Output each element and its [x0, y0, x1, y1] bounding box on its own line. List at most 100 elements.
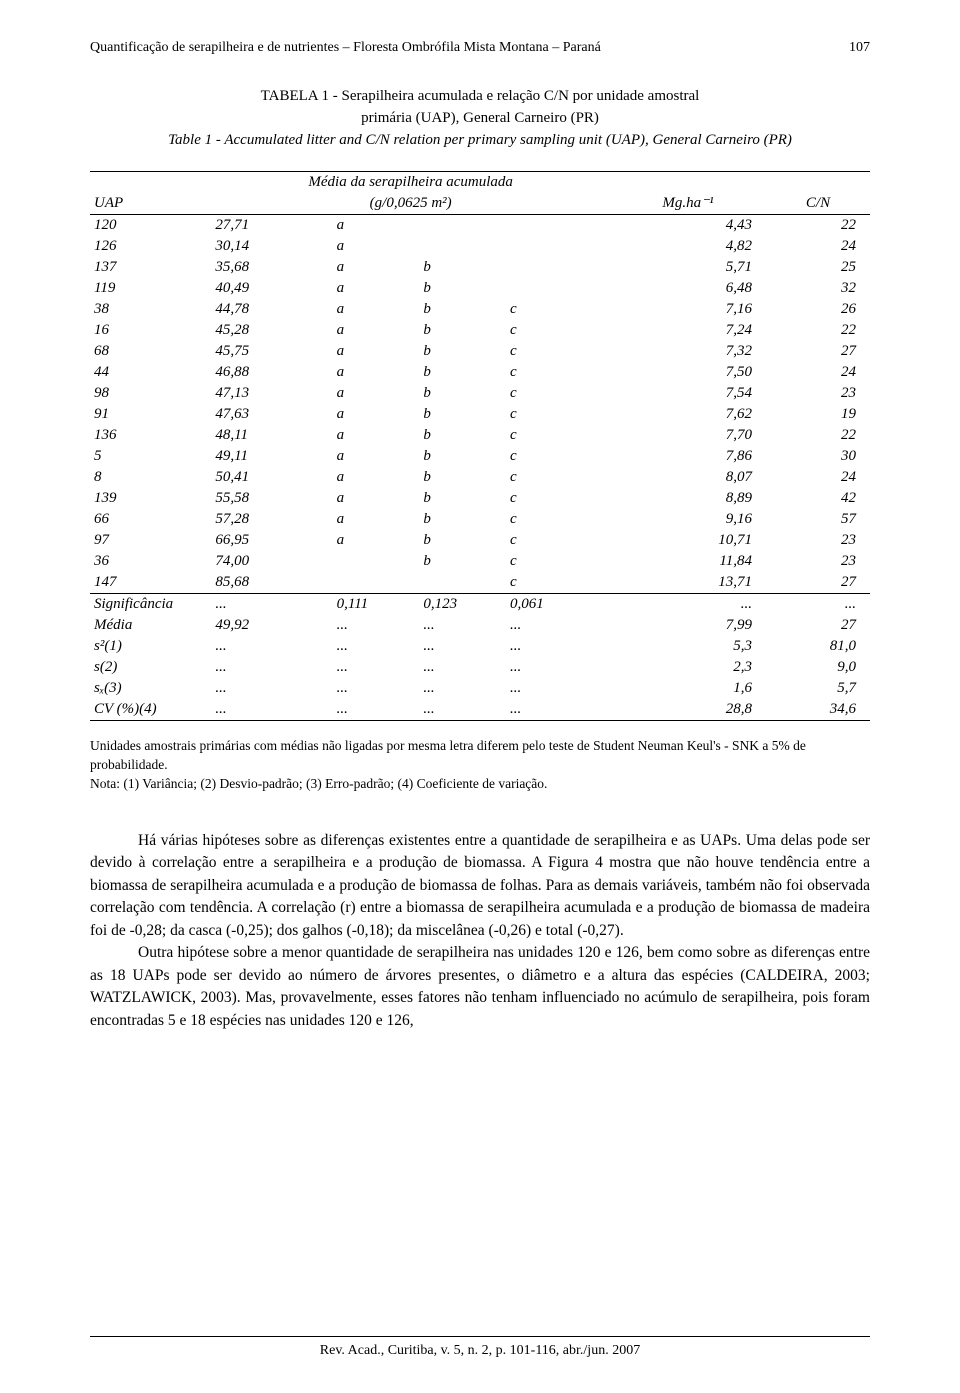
table-row: 13648,11abc7,7022 [90, 425, 870, 446]
cell-media: 45,28 [211, 320, 332, 341]
cell-mg: 10,71 [610, 530, 766, 551]
cell-media: 74,00 [211, 551, 332, 572]
cell-uap: 66 [90, 509, 211, 530]
cell-stat-g1: ... [333, 615, 420, 636]
table-row: 6657,28abc9,1657 [90, 509, 870, 530]
cell-g1: a [333, 530, 420, 551]
table-row: 9847,13abc7,5423 [90, 383, 870, 404]
table-row: 9766,95abc10,7123 [90, 530, 870, 551]
cell-stat-cn: ... [766, 594, 870, 616]
cell-stat-media: ... [211, 636, 332, 657]
cell-uap: 91 [90, 404, 211, 425]
cell-mg: 7,86 [610, 446, 766, 467]
caption-line-3: Table 1 - Accumulated litter and C/N rel… [90, 130, 870, 152]
cell-g2: b [419, 383, 506, 404]
cell-stat-g1: ... [333, 678, 420, 699]
table-row: 850,41abc8,0724 [90, 467, 870, 488]
cell-g2: b [419, 257, 506, 278]
note-line-2: Nota: (1) Variância; (2) Desvio-padrão; … [90, 775, 870, 794]
body-text: Há várias hipóteses sobre as diferenças … [90, 830, 870, 1032]
cell-g1: a [333, 383, 420, 404]
table-body: 12027,71a4,432212630,14a4,822413735,68ab… [90, 215, 870, 721]
cell-g1: a [333, 446, 420, 467]
cell-stat-label: CV (%)(4) [90, 699, 211, 721]
data-table: UAP Média da serapilheira acumulada Mg.h… [90, 171, 870, 721]
cell-stat-g3: 0,061 [506, 594, 610, 616]
cell-g1: a [333, 467, 420, 488]
cell-mg: 7,50 [610, 362, 766, 383]
cell-g3: c [506, 488, 610, 509]
cell-g2 [419, 215, 506, 237]
cell-g3 [506, 278, 610, 299]
cell-g1: a [333, 425, 420, 446]
cell-stat-label: s(2) [90, 657, 211, 678]
cell-mg: 11,84 [610, 551, 766, 572]
cell-stat-g1: ... [333, 657, 420, 678]
cell-g2 [419, 572, 506, 594]
cell-g3 [506, 236, 610, 257]
cell-cn: 24 [766, 236, 870, 257]
cell-g2: b [419, 467, 506, 488]
cell-stat-media: ... [211, 657, 332, 678]
cell-g1: a [333, 341, 420, 362]
cell-mg: 7,32 [610, 341, 766, 362]
cell-mg: 9,16 [610, 509, 766, 530]
cell-stat-g2: ... [419, 636, 506, 657]
cell-g2: b [419, 509, 506, 530]
cell-g2: b [419, 488, 506, 509]
cell-mg: 7,24 [610, 320, 766, 341]
cell-g3: c [506, 299, 610, 320]
cell-g1: a [333, 215, 420, 237]
cell-stat-g2: ... [419, 657, 506, 678]
cell-g1: a [333, 299, 420, 320]
table-row: 1645,28abc7,2422 [90, 320, 870, 341]
cell-cn: 32 [766, 278, 870, 299]
cell-stat-label: s²(1) [90, 636, 211, 657]
cell-stat-media: ... [211, 678, 332, 699]
cell-media: 50,41 [211, 467, 332, 488]
cell-media: 35,68 [211, 257, 332, 278]
cell-stat-g3: ... [506, 636, 610, 657]
cell-media: 48,11 [211, 425, 332, 446]
cell-stat-cn: 81,0 [766, 636, 870, 657]
cell-g1: a [333, 488, 420, 509]
cell-cn: 24 [766, 362, 870, 383]
cell-mg: 8,89 [610, 488, 766, 509]
table-stat-row: s(2)............2,39,0 [90, 657, 870, 678]
cell-g1: a [333, 278, 420, 299]
cell-g2: b [419, 551, 506, 572]
cell-g3 [506, 257, 610, 278]
cell-uap: 8 [90, 467, 211, 488]
cell-media: 46,88 [211, 362, 332, 383]
cell-mg: 7,54 [610, 383, 766, 404]
cell-media: 47,63 [211, 404, 332, 425]
cell-stat-g2: 0,123 [419, 594, 506, 616]
cell-stat-g3: ... [506, 699, 610, 721]
cell-stat-media: ... [211, 594, 332, 616]
table-stat-row: CV (%)(4)............28,834,6 [90, 699, 870, 721]
table-stat-row: sₓ(3)............1,65,7 [90, 678, 870, 699]
cell-g2: b [419, 446, 506, 467]
cell-media: 44,78 [211, 299, 332, 320]
cell-media: 30,14 [211, 236, 332, 257]
cell-uap: 16 [90, 320, 211, 341]
cell-uap: 147 [90, 572, 211, 594]
cell-uap: 136 [90, 425, 211, 446]
cell-stat-mg: 28,8 [610, 699, 766, 721]
cell-cn: 57 [766, 509, 870, 530]
cell-g3: c [506, 320, 610, 341]
table-caption: TABELA 1 - Serapilheira acumulada e rela… [90, 86, 870, 151]
cell-uap: 139 [90, 488, 211, 509]
table-stat-row: s²(1)............5,381,0 [90, 636, 870, 657]
cell-g3 [506, 215, 610, 237]
table-row: 14785,68c13,7127 [90, 572, 870, 594]
cell-mg: 4,43 [610, 215, 766, 237]
cell-media: 55,58 [211, 488, 332, 509]
cell-media: 45,75 [211, 341, 332, 362]
cell-stat-cn: 27 [766, 615, 870, 636]
cell-g3: c [506, 362, 610, 383]
cell-mg: 8,07 [610, 467, 766, 488]
cell-stat-g1: ... [333, 699, 420, 721]
cell-g3: c [506, 509, 610, 530]
cell-stat-mg: 1,6 [610, 678, 766, 699]
